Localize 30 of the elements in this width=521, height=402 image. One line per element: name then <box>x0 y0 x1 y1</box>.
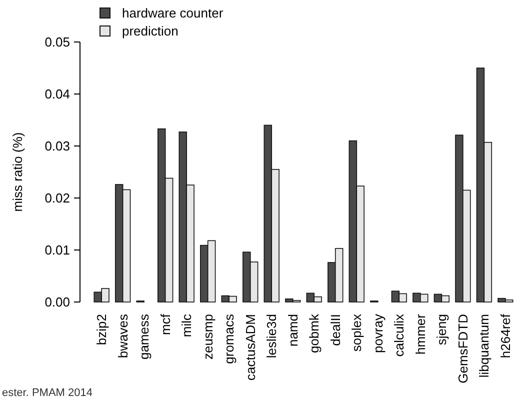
y-axis-title: miss ratio (%) <box>10 132 25 212</box>
x-tick-label: leslie3d <box>264 314 280 358</box>
legend-label: prediction <box>122 24 178 39</box>
x-tick-label: sjeng <box>434 314 450 346</box>
x-tick-label: GemsFDTD <box>455 314 470 384</box>
y-tick-label: 0.00 <box>44 294 70 310</box>
y-tick-label: 0.01 <box>44 242 70 258</box>
x-tick-label: bzip2 <box>94 314 110 346</box>
x-tick-label: soplex <box>349 314 364 352</box>
x-tick-label: libquantum <box>476 314 492 378</box>
x-tick-label: bwaves <box>115 314 130 358</box>
y-tick-label: 0.02 <box>44 190 70 206</box>
x-tick-label: hmmer <box>412 313 428 354</box>
x-tick-label: h264ref <box>498 314 513 358</box>
y-tick-label: 0.03 <box>44 138 70 154</box>
x-tick-label: gromacs <box>222 314 237 364</box>
text: ester. PMAM 2014 <box>2 387 92 399</box>
x-tick-label: gobmk <box>306 314 322 354</box>
y-tick-label: 0.05 <box>44 34 70 50</box>
x-tick-label: gamess <box>136 314 152 360</box>
x-tick-label: cactusADM <box>242 314 258 380</box>
legend-label: hardware counter <box>122 6 224 21</box>
x-tick-label: calculix <box>392 314 407 357</box>
x-tick-label: zeusmp <box>200 314 216 360</box>
y-tick-label: 0.04 <box>44 86 70 102</box>
x-tick-label: milc <box>179 314 194 338</box>
x-tick-label: mcf <box>158 314 173 335</box>
x-tick-label: povray <box>370 314 386 354</box>
x-tick-label: namd <box>285 314 300 347</box>
x-tick-label: dealII <box>328 314 343 346</box>
